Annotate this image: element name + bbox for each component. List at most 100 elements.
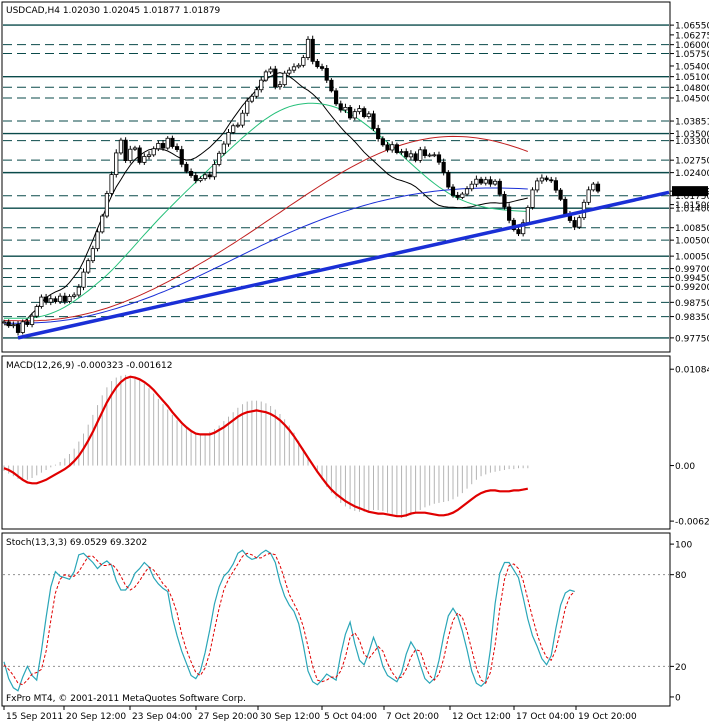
candle-body [315,60,320,68]
stoch-title: Stoch(13,3,3) 69.0529 69.3202 [6,538,147,548]
macd-tick-label: -0.006250 [675,518,709,528]
candle-body [58,295,63,303]
macd-signal-line [3,375,529,518]
candle-body [572,220,577,228]
candle-body [371,113,376,129]
candle-body [188,170,194,176]
candle-body [595,183,601,192]
candle-body [380,138,385,146]
candle-body [240,112,245,126]
candle-body [198,178,203,182]
price-tick-label: 1.03500 [675,130,709,140]
candle-body [128,148,133,162]
price-tick-label: 1.05750 [675,50,709,60]
candle-body [245,100,250,114]
candle-body [586,189,591,203]
price-tick-label: 1.00050 [675,253,709,263]
candle-body [301,57,306,66]
candle-body [563,198,568,215]
candle-body [67,296,72,302]
candle-body [455,194,460,198]
time-tick-label: 19 Oct 20:00 [578,712,637,722]
candle-body [394,144,399,153]
macd-tick-label: 0.00 [675,462,695,472]
time-tick-label: 5 Oct 04:00 [324,712,377,722]
price-tick-label: 1.06000 [675,41,709,51]
candle-body [282,72,287,86]
candle-body [385,144,390,151]
time-tick-label: 27 Sep 20:00 [198,712,258,722]
moving-average-line [3,135,528,322]
candle-body [338,103,343,111]
candle-body [319,66,325,69]
candle-body [329,79,334,92]
candle-body [118,139,124,154]
candle-body [441,161,446,173]
candle-body [174,146,180,150]
candle-body [263,71,269,81]
candle-body [591,183,596,191]
price-tick-label: 1.02400 [675,169,709,179]
price-tick-label: 1.00500 [675,237,709,247]
candle-body [207,174,212,178]
price-tick-label: 1.01750 [675,192,709,202]
price-pane [1,1,671,353]
candle-body [39,296,44,307]
candle-body [221,143,226,154]
candle-body [53,298,58,303]
price-tick-label: 0.98350 [675,313,709,323]
candle-body [502,193,507,208]
candle-body [226,132,231,145]
time-tick-label: 30 Sep 12:00 [260,712,320,722]
candle-body [474,178,479,185]
candle-body [488,179,493,185]
stoch-k-line [3,549,575,692]
moving-average-line [4,102,528,319]
candle-body [553,180,559,191]
time-tick-label: 7 Oct 20:00 [386,712,439,722]
price-tick-label: 1.01400 [675,205,709,215]
candle-body [146,154,152,157]
candle-body [170,137,175,147]
candle-body [123,139,128,162]
stoch-tick-label: 80 [675,571,687,581]
candle-body [296,64,301,68]
candle-body [305,38,311,58]
candle-body [160,143,166,149]
candle-body [460,193,465,198]
candle-body [15,324,21,333]
price-tick-label: 1.05100 [675,73,709,83]
candle-body [132,147,138,150]
support-trendline [17,190,670,340]
candle-body [390,144,395,151]
candle-body [81,271,86,288]
candle-body [254,89,259,97]
candle-body [469,183,474,190]
candle-body [249,95,254,102]
candle-body [203,174,208,179]
candle-body [25,321,30,325]
candle-body [535,180,540,191]
candle-body [436,154,442,163]
price-tick-label: 0.99200 [675,283,709,293]
candle-body [348,106,353,119]
candle-body [497,180,502,195]
candle-body [72,294,77,297]
candle-body [165,137,170,149]
candle-body [90,248,95,262]
candle-body [217,152,222,165]
candle-body [333,90,339,105]
candle-body [493,180,498,185]
candle-body [408,153,414,158]
candle-body [277,84,283,88]
candle-body [558,189,563,200]
moving-average-line [4,187,528,324]
price-tick-label: 1.02750 [675,157,709,167]
candle-body [422,149,428,156]
candle-body [357,108,362,113]
candle-body [76,286,81,296]
candle-body [86,260,91,273]
candle-body [291,66,297,71]
price-tick-label: 0.99700 [675,265,709,275]
candle-body [142,156,147,163]
